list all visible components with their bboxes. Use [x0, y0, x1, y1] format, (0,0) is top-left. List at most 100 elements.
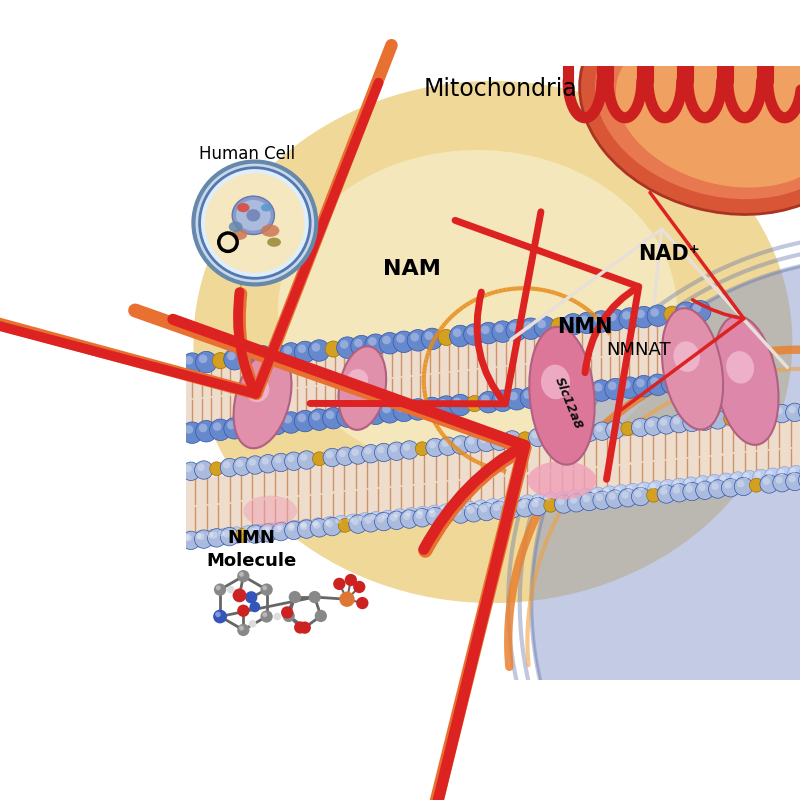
- Circle shape: [326, 341, 342, 357]
- Circle shape: [567, 425, 586, 443]
- Circle shape: [582, 495, 590, 502]
- Circle shape: [358, 515, 365, 521]
- Circle shape: [223, 530, 230, 538]
- Circle shape: [242, 528, 248, 534]
- Circle shape: [760, 406, 778, 424]
- Circle shape: [734, 478, 753, 496]
- Circle shape: [682, 477, 699, 494]
- Circle shape: [693, 304, 702, 312]
- Circle shape: [237, 624, 250, 636]
- Circle shape: [193, 530, 210, 547]
- Circle shape: [345, 514, 362, 531]
- Circle shape: [350, 335, 372, 357]
- Circle shape: [631, 418, 650, 437]
- Circle shape: [167, 423, 189, 445]
- Circle shape: [778, 469, 784, 475]
- Circle shape: [400, 441, 418, 459]
- Circle shape: [255, 349, 264, 358]
- Circle shape: [261, 583, 273, 596]
- Circle shape: [647, 374, 669, 395]
- Ellipse shape: [714, 316, 778, 445]
- Circle shape: [696, 481, 714, 499]
- Ellipse shape: [347, 369, 368, 390]
- Circle shape: [277, 524, 283, 530]
- Circle shape: [182, 422, 203, 443]
- Circle shape: [309, 409, 330, 430]
- Circle shape: [194, 162, 316, 285]
- Circle shape: [212, 353, 229, 369]
- Circle shape: [210, 531, 218, 538]
- Circle shape: [426, 438, 444, 457]
- Circle shape: [199, 168, 310, 278]
- Circle shape: [590, 487, 606, 504]
- Circle shape: [580, 490, 586, 497]
- Circle shape: [467, 327, 475, 336]
- Circle shape: [551, 387, 560, 396]
- Circle shape: [400, 510, 418, 528]
- Circle shape: [396, 334, 405, 343]
- Circle shape: [214, 583, 226, 596]
- Circle shape: [750, 410, 758, 417]
- Circle shape: [706, 474, 723, 491]
- Circle shape: [238, 347, 259, 369]
- Circle shape: [718, 473, 734, 490]
- Text: NMN
Molecule: NMN Molecule: [206, 529, 296, 570]
- Circle shape: [675, 302, 697, 323]
- Circle shape: [478, 434, 496, 452]
- Circle shape: [510, 392, 518, 400]
- Circle shape: [312, 520, 318, 526]
- Circle shape: [671, 478, 688, 495]
- Circle shape: [266, 344, 287, 366]
- Ellipse shape: [686, 372, 704, 390]
- Polygon shape: [178, 418, 800, 534]
- Circle shape: [542, 492, 560, 509]
- Circle shape: [241, 350, 250, 359]
- Circle shape: [594, 314, 602, 322]
- Circle shape: [413, 509, 431, 527]
- Ellipse shape: [236, 200, 270, 230]
- Circle shape: [185, 356, 194, 365]
- Circle shape: [258, 454, 278, 473]
- Circle shape: [788, 475, 796, 482]
- Circle shape: [566, 317, 574, 326]
- Circle shape: [415, 442, 429, 456]
- Circle shape: [340, 340, 349, 349]
- Ellipse shape: [194, 81, 792, 603]
- Circle shape: [283, 346, 292, 354]
- Circle shape: [286, 520, 303, 538]
- Circle shape: [390, 445, 398, 452]
- Circle shape: [665, 376, 673, 384]
- Circle shape: [453, 398, 462, 406]
- Circle shape: [538, 389, 546, 398]
- Circle shape: [485, 498, 502, 515]
- Circle shape: [396, 403, 405, 412]
- Circle shape: [285, 452, 303, 470]
- Circle shape: [698, 414, 706, 422]
- Circle shape: [503, 500, 522, 518]
- Ellipse shape: [261, 204, 272, 211]
- Circle shape: [534, 317, 556, 338]
- Circle shape: [636, 310, 645, 318]
- Circle shape: [737, 411, 744, 418]
- Circle shape: [478, 322, 499, 344]
- Circle shape: [405, 510, 411, 516]
- Circle shape: [709, 410, 727, 429]
- Ellipse shape: [530, 327, 594, 465]
- Circle shape: [724, 412, 738, 426]
- Circle shape: [274, 522, 291, 538]
- Circle shape: [368, 511, 385, 528]
- Circle shape: [169, 533, 187, 551]
- Circle shape: [347, 516, 353, 522]
- Circle shape: [764, 468, 781, 485]
- Circle shape: [697, 478, 702, 484]
- Circle shape: [662, 373, 682, 394]
- Circle shape: [518, 432, 532, 446]
- Circle shape: [657, 416, 675, 434]
- Circle shape: [185, 465, 192, 472]
- Circle shape: [734, 408, 753, 426]
- Circle shape: [451, 505, 470, 523]
- Circle shape: [266, 414, 287, 434]
- Circle shape: [461, 501, 478, 518]
- Circle shape: [185, 534, 192, 542]
- Circle shape: [566, 490, 583, 506]
